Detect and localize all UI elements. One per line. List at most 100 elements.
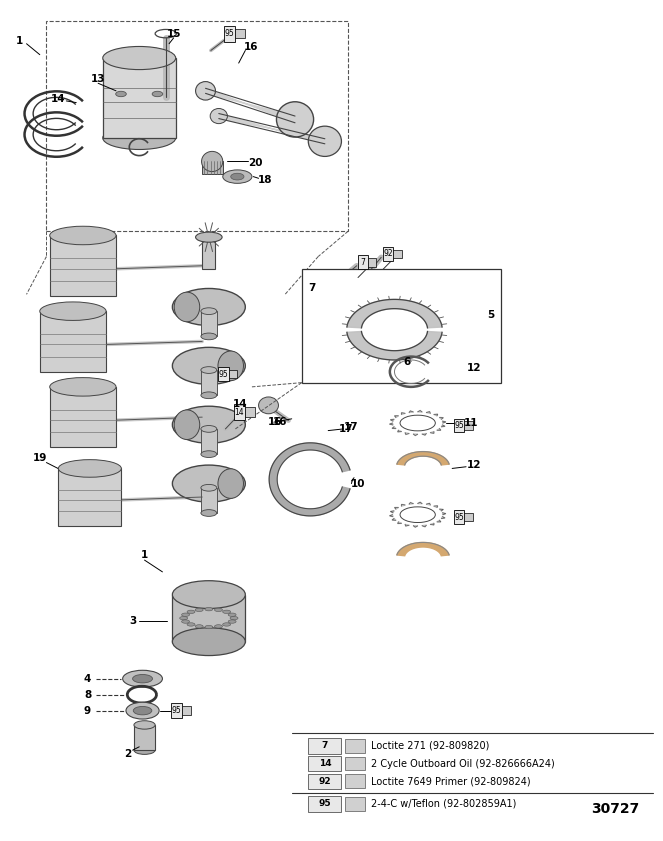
- Bar: [453, 510, 464, 524]
- Ellipse shape: [58, 460, 121, 477]
- Ellipse shape: [201, 426, 217, 432]
- Ellipse shape: [182, 613, 190, 616]
- Text: 92: 92: [383, 250, 392, 258]
- Bar: [464, 513, 473, 521]
- Text: 3: 3: [129, 616, 136, 626]
- Text: 14: 14: [235, 408, 244, 416]
- Polygon shape: [430, 523, 434, 525]
- Text: 17: 17: [344, 422, 359, 432]
- Ellipse shape: [228, 613, 236, 616]
- Bar: [393, 250, 402, 258]
- Polygon shape: [402, 413, 405, 415]
- Text: 2-4-C w/Teflon (92-802859A1): 2-4-C w/Teflon (92-802859A1): [371, 799, 516, 809]
- Bar: [229, 370, 237, 378]
- Text: 1: 1: [141, 550, 148, 560]
- Ellipse shape: [196, 82, 215, 100]
- Text: 2 Cycle Outboard Oil (92-826666A24): 2 Cycle Outboard Oil (92-826666A24): [371, 759, 554, 769]
- Bar: [201, 370, 217, 395]
- Bar: [308, 796, 341, 812]
- Ellipse shape: [215, 608, 223, 611]
- Text: 12: 12: [467, 362, 481, 373]
- Text: 1: 1: [17, 36, 23, 46]
- Text: 95: 95: [454, 421, 464, 430]
- Ellipse shape: [134, 721, 155, 729]
- Text: 17: 17: [339, 424, 353, 434]
- Text: 20: 20: [248, 158, 263, 168]
- Polygon shape: [397, 542, 449, 556]
- Ellipse shape: [50, 226, 116, 245]
- Bar: [345, 757, 365, 770]
- Polygon shape: [405, 433, 409, 435]
- Ellipse shape: [195, 625, 203, 628]
- Ellipse shape: [218, 351, 243, 381]
- Bar: [202, 161, 223, 174]
- Ellipse shape: [133, 706, 152, 715]
- Polygon shape: [392, 427, 396, 429]
- Polygon shape: [426, 503, 430, 505]
- Ellipse shape: [172, 627, 245, 656]
- Bar: [345, 775, 365, 788]
- Polygon shape: [422, 433, 426, 435]
- Text: 4: 4: [84, 674, 91, 684]
- Bar: [182, 706, 192, 715]
- Text: 16: 16: [243, 42, 258, 52]
- Bar: [172, 595, 245, 642]
- Text: 14: 14: [51, 94, 66, 104]
- Text: 95: 95: [454, 513, 464, 521]
- Polygon shape: [442, 513, 446, 515]
- Ellipse shape: [215, 625, 223, 628]
- Polygon shape: [440, 509, 444, 510]
- Ellipse shape: [126, 702, 159, 719]
- Text: 2: 2: [124, 748, 131, 759]
- Ellipse shape: [116, 92, 127, 97]
- Ellipse shape: [187, 623, 195, 627]
- Ellipse shape: [231, 173, 244, 180]
- Bar: [201, 488, 217, 513]
- Text: 19: 19: [32, 453, 47, 463]
- Ellipse shape: [230, 616, 238, 620]
- Ellipse shape: [172, 580, 245, 609]
- Ellipse shape: [103, 46, 176, 70]
- Polygon shape: [397, 452, 449, 465]
- Bar: [223, 26, 235, 41]
- Polygon shape: [437, 429, 441, 431]
- Text: 10: 10: [351, 479, 365, 489]
- Bar: [46, 21, 348, 231]
- Polygon shape: [398, 431, 402, 432]
- Bar: [233, 405, 245, 420]
- Text: 15: 15: [166, 29, 181, 40]
- Ellipse shape: [205, 626, 213, 629]
- Bar: [308, 774, 341, 789]
- Text: 95: 95: [172, 706, 182, 715]
- Bar: [308, 756, 341, 771]
- Polygon shape: [347, 331, 442, 360]
- Text: Loctite 271 (92-809820): Loctite 271 (92-809820): [371, 741, 489, 751]
- Ellipse shape: [174, 292, 200, 322]
- Bar: [235, 29, 245, 39]
- Ellipse shape: [201, 333, 217, 340]
- Text: Loctite 7649 Primer (92-809824): Loctite 7649 Primer (92-809824): [371, 776, 530, 786]
- Ellipse shape: [134, 746, 155, 754]
- Ellipse shape: [201, 451, 217, 458]
- Text: 8: 8: [84, 690, 91, 700]
- Text: 9: 9: [84, 706, 91, 716]
- Ellipse shape: [133, 674, 152, 683]
- Bar: [453, 419, 464, 432]
- Text: 95: 95: [318, 800, 332, 808]
- Polygon shape: [269, 443, 350, 516]
- Ellipse shape: [172, 347, 245, 384]
- Ellipse shape: [180, 616, 188, 620]
- Polygon shape: [405, 525, 409, 526]
- Bar: [201, 311, 217, 336]
- Polygon shape: [440, 417, 444, 419]
- Text: 5: 5: [487, 310, 494, 320]
- Polygon shape: [442, 421, 446, 423]
- Polygon shape: [390, 423, 393, 425]
- Ellipse shape: [182, 620, 190, 623]
- Ellipse shape: [201, 510, 217, 516]
- Bar: [345, 797, 365, 811]
- Bar: [58, 468, 121, 526]
- Text: 7: 7: [322, 742, 328, 750]
- Bar: [202, 406, 215, 443]
- Polygon shape: [418, 502, 422, 504]
